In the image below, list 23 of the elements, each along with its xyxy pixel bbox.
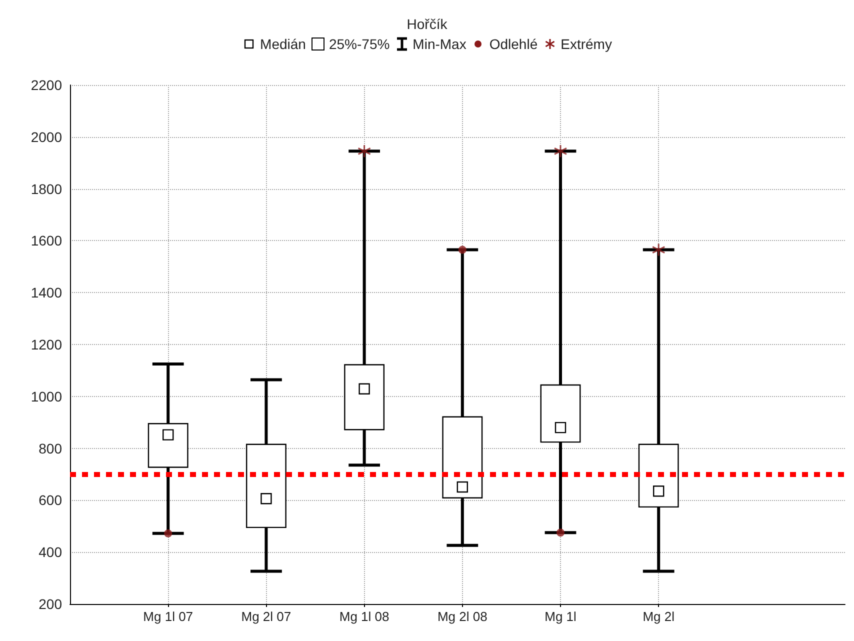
y-tick-label: 1200 bbox=[30, 336, 62, 352]
text: Min-Max bbox=[412, 36, 466, 52]
y-tick-label: 1400 bbox=[30, 284, 62, 301]
y-tick-label: 1800 bbox=[30, 180, 62, 197]
x-tick-label: Mg 2l bbox=[642, 609, 675, 624]
x-tick-label: Mg 1l 07 bbox=[143, 609, 194, 624]
legend-label: Extrémy bbox=[560, 36, 612, 52]
chart-title: Hořčík bbox=[406, 16, 448, 32]
legend-label: 25%-75% bbox=[328, 36, 390, 52]
y-tick-label: 1600 bbox=[30, 232, 62, 249]
x-tick-label: Mg 1l 08 bbox=[339, 609, 390, 624]
y-tick-label: 2200 bbox=[30, 77, 62, 93]
legend-label: Odlehlé bbox=[489, 36, 538, 52]
text: Medián bbox=[260, 36, 306, 52]
y-tick-label: 1000 bbox=[30, 388, 62, 404]
x-tick-label: Mg 2l 07 bbox=[241, 609, 292, 624]
y-tick-label: 200 bbox=[38, 596, 62, 612]
y-tick-label: 400 bbox=[38, 544, 62, 560]
y-tick-label: 800 bbox=[38, 440, 62, 456]
y-tick-label: 600 bbox=[38, 492, 62, 508]
x-tick-label: Mg 2l 08 bbox=[437, 609, 488, 624]
y-tick-label: 2000 bbox=[30, 128, 62, 145]
x-tick-label: Mg 1l bbox=[544, 609, 577, 624]
